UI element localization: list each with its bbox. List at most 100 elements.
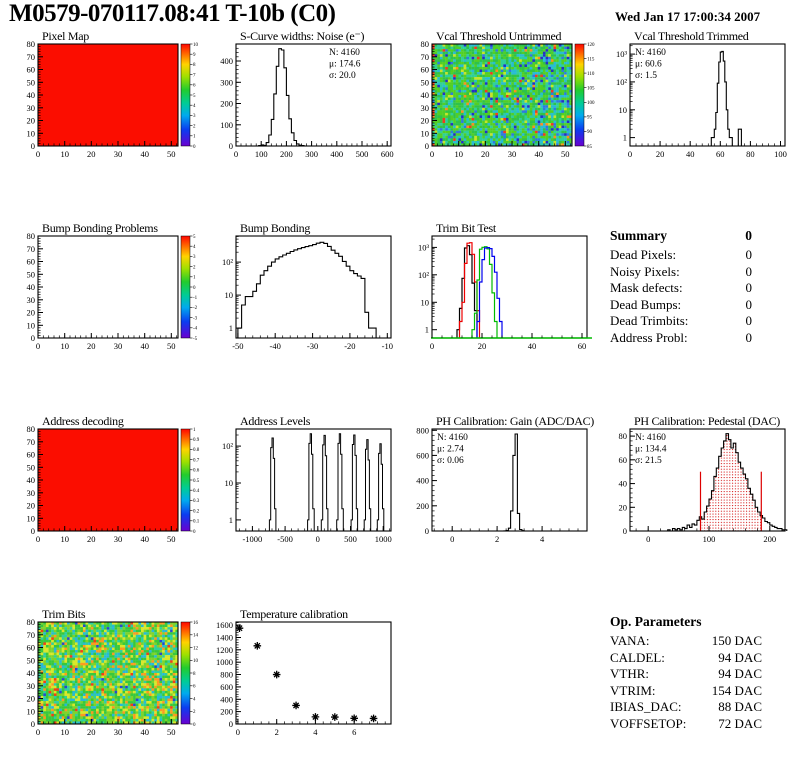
op-param-label: VANA: (610, 633, 650, 648)
svg-text:20: 20 (619, 502, 628, 512)
plot-frame (629, 428, 786, 532)
plot-title: Bump Bonding (240, 222, 310, 235)
op-param-value: 88 DAC (718, 699, 762, 714)
op-param-label: IBIAS_DAC: (610, 699, 682, 714)
colorbar-labels: 120 115 110 105 100 95 90 85 (584, 43, 595, 150)
svg-text:0: 0 (31, 141, 35, 151)
svg-text:200: 200 (280, 149, 293, 159)
svg-text:4: 4 (193, 104, 196, 109)
svg-text:50: 50 (167, 534, 176, 544)
colorbar-labels: 5 4 3 2 1 0 -1 -2 -3 -4 -5 (190, 235, 198, 342)
colorbar (180, 235, 191, 339)
svg-text:200: 200 (220, 99, 233, 109)
op-param-value: 150 DAC (711, 633, 762, 648)
svg-text:-1: -1 (193, 296, 198, 301)
summary-title: Summary (610, 228, 667, 243)
svg-text:2: 2 (495, 534, 499, 544)
svg-text:0: 0 (425, 141, 429, 151)
panel-temperature-cal: Temperature calibration 0 2 4 6 0 200 400 600 800… (206, 607, 402, 748)
svg-text:20: 20 (87, 149, 96, 159)
summary-label: Mask defects: (610, 280, 683, 295)
histogram-spike (268, 437, 277, 531)
svg-text:5: 5 (193, 94, 196, 99)
svg-text:0: 0 (31, 333, 35, 343)
svg-text:1: 1 (623, 133, 627, 143)
histogram-outline (258, 48, 305, 147)
y-axis: 1 10 10² 10³ (418, 238, 437, 335)
svg-text:90: 90 (587, 130, 593, 135)
svg-text:300: 300 (305, 149, 318, 159)
panel-address-decoding: Address decoding 0 10 20 30 40 50 0 10 20 30 40 50 60… (8, 414, 204, 555)
svg-text:-2: -2 (193, 306, 198, 311)
svg-text:30: 30 (27, 295, 36, 305)
histogram-outline (476, 247, 503, 338)
x-axis: -50 -40 -30 -20 -10 (232, 333, 393, 351)
svg-text:40: 40 (528, 341, 537, 351)
plot-temp_cal: Temperature calibration 0 2 4 60200400600800… (216, 607, 392, 737)
svg-text:70: 70 (27, 244, 36, 254)
svg-text:10²: 10² (222, 257, 234, 267)
svg-text:30: 30 (508, 149, 517, 159)
svg-text:1000: 1000 (375, 534, 392, 544)
svg-text:10: 10 (225, 290, 234, 300)
histogram-fill (701, 433, 763, 531)
panel-op-parameters: Op. Parameters VANA: 150 DAC CALDEL: 94 DA… (610, 614, 762, 732)
op-param-value: 154 DAC (711, 682, 762, 698)
plot-title: Address Levels (240, 415, 311, 428)
svg-text:100: 100 (220, 120, 233, 130)
svg-text:0: 0 (450, 534, 454, 544)
svg-text:50: 50 (421, 77, 430, 87)
svg-text:-1000: -1000 (242, 534, 262, 544)
panel-ph-gain: PH Calibration: Gain (ADC/DAC) 0 2 4 0 200 400… (402, 414, 598, 555)
svg-text:50: 50 (27, 269, 36, 279)
svg-text:10: 10 (27, 128, 36, 138)
svg-text:10²: 10² (222, 441, 234, 451)
y-axis: 0 20 40 60 80 (619, 431, 635, 536)
plot-frame (235, 235, 392, 339)
histogram-outline (667, 433, 788, 532)
svg-text:0.4: 0.4 (193, 489, 200, 494)
svg-text:0: 0 (36, 341, 40, 351)
svg-text:0.6: 0.6 (193, 469, 200, 474)
svg-text:60: 60 (578, 341, 587, 351)
svg-text:1: 1 (229, 515, 233, 525)
svg-text:0.8: 0.8 (193, 448, 200, 453)
summary-value: 0 (745, 329, 753, 345)
svg-text:105: 105 (587, 87, 595, 92)
op-param-value: 94 DAC (718, 649, 762, 665)
histogram-spike (376, 443, 385, 531)
stats-line: σ: 1.5 (635, 71, 657, 81)
heatmap-cells (38, 622, 179, 725)
timestamp: Wed Jan 17 17:00:34 2007 (615, 9, 761, 24)
colorbar (574, 43, 585, 147)
svg-text:0.2: 0.2 (193, 509, 200, 514)
svg-text:40: 40 (27, 475, 36, 485)
x-axis: 0 10 20 30 40 50 (430, 141, 572, 159)
svg-text:-40: -40 (270, 341, 281, 351)
plot-ph_gain: PH Calibration: Gain (ADC/DAC) 0 2 4 0 200 400… (416, 414, 594, 544)
stats-line: N: 4160 (635, 48, 666, 58)
svg-text:40: 40 (140, 534, 149, 544)
summary-total: 0 (745, 228, 752, 243)
summary-value: 0 (745, 296, 753, 312)
plot-scurve: S-Curve widths: Noise (e⁻) 0 100 200 300 400 5… (220, 29, 393, 159)
svg-text:30: 30 (114, 149, 123, 159)
svg-text:30: 30 (114, 534, 123, 544)
plot-title: Trim Bit Test (436, 222, 497, 235)
svg-text:-5: -5 (193, 337, 198, 342)
op-param-row: CALDEL: 94 DAC (610, 650, 762, 667)
plot-title: Address decoding (42, 415, 124, 428)
summary-value: 0 (745, 313, 753, 328)
panel-scurve-noise: S-Curve widths: Noise (e⁻) 0 100 200 300 400 5… (206, 29, 402, 170)
panel-vcal-untrimmed: Vcal Threshold Untrimmed 0 10 20 30 40 50 0 10 20… (402, 29, 598, 170)
svg-text:40: 40 (421, 90, 430, 100)
plot-title: Pixel Map (42, 30, 89, 43)
histogram-outline (710, 50, 742, 147)
panel-trim-bit-test: Trim Bit Test 0 20 40 60 1 10 10² 10³ (402, 221, 598, 362)
svg-text:10³: 10³ (616, 49, 628, 59)
